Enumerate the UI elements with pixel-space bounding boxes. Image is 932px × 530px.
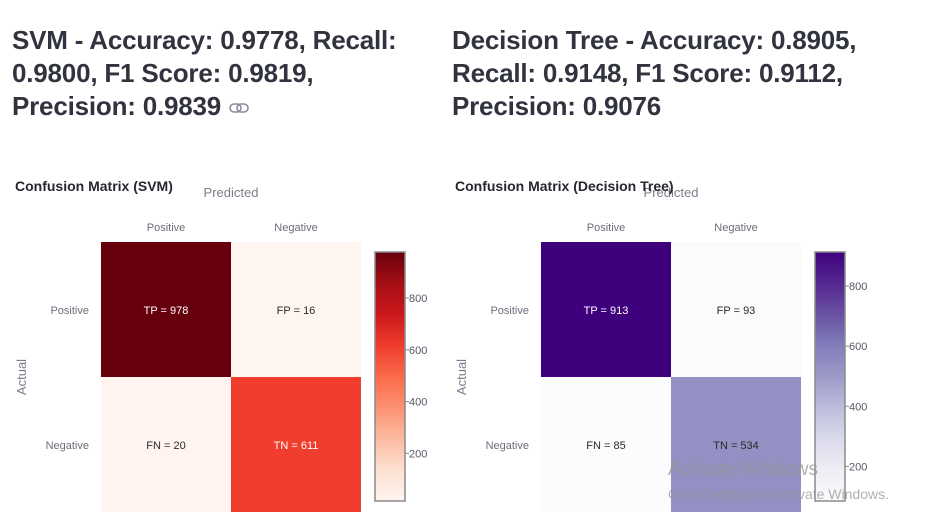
dt-colorbar-ticks: 200 400 600 800 <box>845 281 867 473</box>
dt-heatmap-svg: Predicted Confusion Matrix (Decision Tre… <box>454 178 867 512</box>
dt-cell-tn[interactable] <box>671 377 801 512</box>
svm-y-tick-negative: Negative <box>46 440 89 452</box>
dt-cell-label-fp: FP = 93 <box>717 305 756 317</box>
svm-y-axis-title: Actual <box>14 359 29 395</box>
svm-cell-label-tn: TN = 611 <box>274 440 319 452</box>
svm-colorbar <box>374 251 406 502</box>
svm-colorbar-tick-label: 600 <box>409 345 427 357</box>
dt-colorbar <box>814 251 846 502</box>
svm-cell-label-tp: TP = 978 <box>144 305 189 317</box>
link-icon[interactable] <box>229 102 249 114</box>
svm-heatmap-svg: Confusion Matrix (SVM) Predicted Actual … <box>14 178 427 512</box>
dt-confusion-matrix-chart[interactable]: Predicted Confusion Matrix (Decision Tre… <box>440 170 880 530</box>
dt-cell-label-fn: FN = 85 <box>586 440 625 452</box>
svm-cell-fp[interactable] <box>231 242 361 377</box>
dt-metrics-text: Decision Tree - Accuracy: 0.8905, Recall… <box>452 25 857 121</box>
svm-colorbar-ticks: 200 400 600 800 <box>405 293 427 460</box>
svm-colorbar-tick-label: 400 <box>409 397 427 409</box>
dt-chart-title: Confusion Matrix (Decision Tree) <box>455 178 674 194</box>
svm-cell-label-fp: FP = 16 <box>277 305 316 317</box>
dt-cell-fn[interactable] <box>541 377 671 512</box>
dt-cell-fp[interactable] <box>671 242 801 377</box>
dt-colorbar-tick-label: 600 <box>849 341 867 353</box>
svm-cell-tn[interactable] <box>231 377 361 512</box>
dt-metrics-heading: Decision Tree - Accuracy: 0.8905, Recall… <box>452 24 892 123</box>
dt-y-axis-title: Actual <box>454 359 469 395</box>
dt-colorbar-tick-label: 400 <box>849 401 867 413</box>
svm-metrics-text: SVM - Accuracy: 0.9778, Recall: 0.9800, … <box>12 25 397 121</box>
svm-chart-title: Confusion Matrix (SVM) <box>15 178 173 194</box>
dt-colorbar-tick-label: 800 <box>849 281 867 293</box>
dt-x-tick-positive: Positive <box>587 222 626 234</box>
svm-x-tick-negative: Negative <box>274 222 317 234</box>
svm-cell-fn[interactable] <box>101 377 231 512</box>
svm-confusion-matrix-chart[interactable]: Confusion Matrix (SVM) Predicted Actual … <box>0 170 440 530</box>
svm-x-tick-positive: Positive <box>147 222 186 234</box>
svm-cell-tp[interactable] <box>101 242 231 377</box>
dt-cell-label-tn: TN = 534 <box>713 440 759 452</box>
dt-colorbar-tick-label: 200 <box>849 461 867 473</box>
svm-y-tick-positive: Positive <box>50 305 89 317</box>
dt-y-tick-positive: Positive <box>490 305 529 317</box>
dt-cell-tp[interactable] <box>541 242 671 377</box>
dt-y-tick-negative: Negative <box>486 440 529 452</box>
svm-metrics-heading: SVM - Accuracy: 0.9778, Recall: 0.9800, … <box>12 24 437 123</box>
svm-colorbar-tick-label: 800 <box>409 293 427 305</box>
dt-cell-label-tp: TP = 913 <box>584 305 629 317</box>
svm-cell-label-fn: FN = 20 <box>146 440 185 452</box>
svm-colorbar-tick-label: 200 <box>409 448 427 460</box>
svm-x-axis-title: Predicted <box>204 185 259 200</box>
dt-x-tick-negative: Negative <box>714 222 757 234</box>
dt-x-axis-title: Predicted <box>644 185 699 200</box>
